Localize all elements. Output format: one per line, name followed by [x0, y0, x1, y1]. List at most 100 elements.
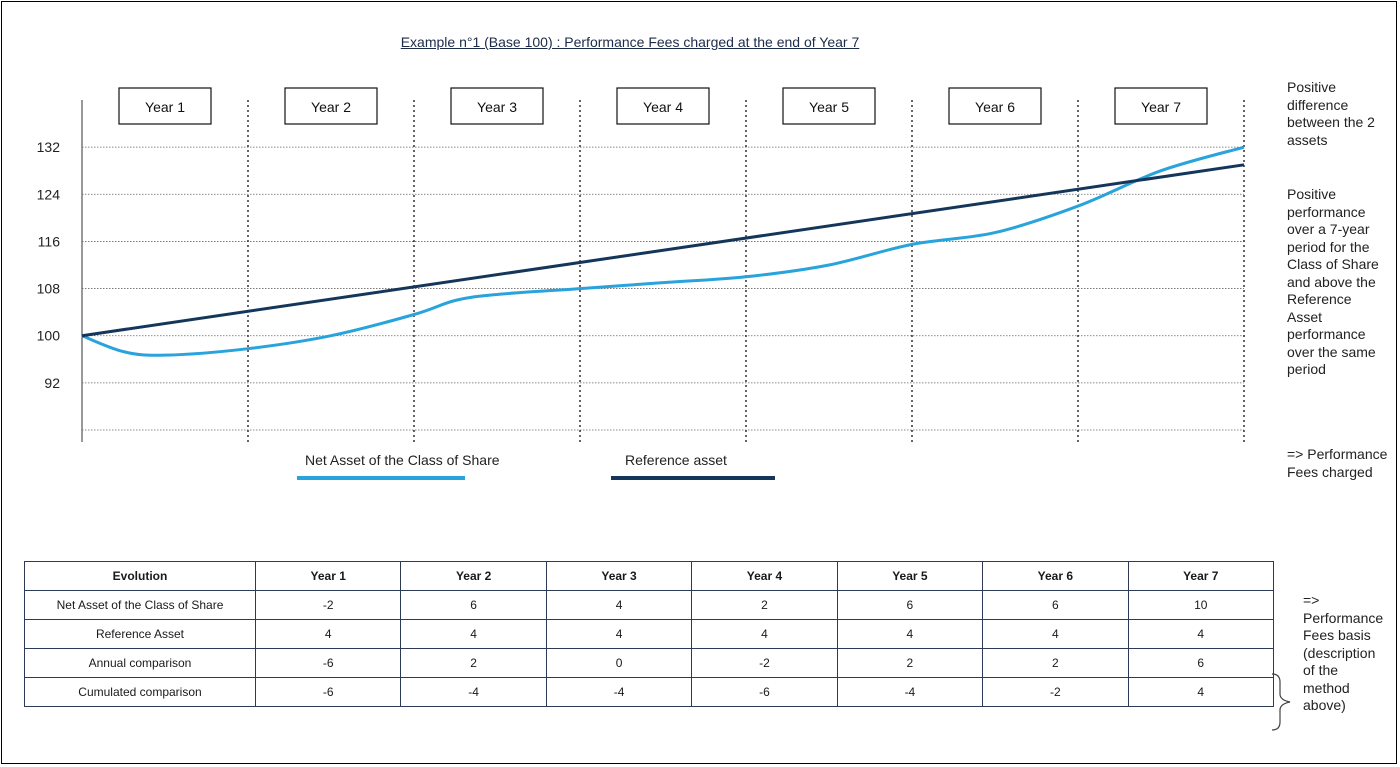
table-cell: 4 — [545, 619, 693, 649]
table-cell: 6 — [836, 590, 984, 620]
note-positive-performance: Positive performance over a 7-year period f… — [1287, 186, 1399, 379]
table-cell: 2 — [691, 590, 838, 620]
year-box-label: Year 6 — [975, 99, 1015, 115]
table-cell: 2 — [400, 648, 547, 678]
year-box: Year 6 — [948, 87, 1042, 125]
note-line: Fees basis — [1303, 627, 1371, 643]
y-tick-label: 92 — [44, 375, 60, 391]
table-cell: -4 — [400, 677, 547, 707]
note-line: over a 7-year — [1287, 221, 1370, 237]
chart-title: Example n°1 (Base 100) : Performance Fee… — [400, 34, 860, 50]
year-box-frame — [948, 87, 1042, 125]
y-tick-label: 132 — [37, 139, 61, 155]
table-row: Cumulated comparison -6 -4 -4 -6 -4 -2 4 — [24, 677, 1275, 707]
year-box-label: Year 7 — [1141, 99, 1181, 115]
year-box-frame — [1114, 87, 1208, 125]
note-line: => — [1303, 592, 1320, 608]
note-fees-basis: => Performance Fees basis (description of th… — [1303, 592, 1399, 715]
note-line: performance — [1287, 203, 1366, 220]
note-line: period — [1287, 361, 1326, 377]
table-cell: -6 — [691, 677, 838, 707]
table-cell: -2 — [691, 648, 838, 678]
table-cell: 4 — [1127, 677, 1275, 707]
table-row-label: Reference Asset — [24, 619, 256, 649]
table-cell: 4 — [982, 619, 1129, 649]
year-box: Year 2 — [284, 87, 378, 125]
table-cell: 6 — [400, 590, 547, 620]
table-cell: 4 — [545, 590, 693, 620]
table-cell: -6 — [254, 648, 402, 678]
note-line: and above the — [1287, 273, 1376, 290]
note-fees-charged: => Performance Fees charged — [1287, 446, 1399, 481]
year-box: Year 1 — [118, 87, 212, 125]
table-header-cell: Year 4 — [691, 561, 838, 591]
table-row: Net Asset of the Class of Share -2 6 4 2 6 6 10 — [24, 590, 1275, 620]
note-line: above) — [1303, 697, 1346, 713]
year-box: Year 3 — [450, 87, 544, 125]
table-cell: -4 — [836, 677, 984, 707]
year-box-frame — [616, 87, 710, 125]
table-header-cell: Year 7 — [1127, 561, 1275, 591]
table-cell: -6 — [254, 677, 402, 707]
year-box-frame — [782, 87, 876, 125]
table-row: Reference Asset 4 4 4 4 4 4 4 — [24, 619, 1275, 649]
table-cell: 6 — [1127, 648, 1275, 678]
year-box: Year 7 — [1114, 87, 1208, 125]
table-row-label: Annual comparison — [24, 648, 256, 678]
year-box: Year 5 — [782, 87, 876, 125]
table-cell: -2 — [254, 590, 402, 620]
table-header-cell: Year 5 — [836, 561, 984, 591]
table-cell: -2 — [982, 677, 1129, 707]
table-cell: 10 — [1127, 590, 1275, 620]
table-cell: 4 — [254, 619, 402, 649]
table-cell: 2 — [982, 648, 1129, 678]
y-tick-label: 116 — [38, 233, 61, 249]
table-header-cell: Year 3 — [545, 561, 693, 591]
table-row: Annual comparison -6 2 0 -2 2 2 6 — [24, 648, 1275, 678]
table-cell: 2 — [836, 648, 984, 678]
note-line: Positive — [1287, 79, 1337, 95]
table-row-label: Cumulated comparison — [24, 677, 256, 707]
table-cell: 4 — [836, 619, 984, 649]
legend-label: Net Asset of the Class of Share — [305, 452, 500, 468]
series-line-net-asset — [81, 145, 1245, 357]
table-row-label: Net Asset of the Class of Share — [24, 590, 256, 620]
note-line: assets — [1287, 131, 1328, 148]
table-header-cell: Year 6 — [982, 561, 1129, 591]
y-tick-label: 108 — [37, 281, 61, 297]
table-cell: -4 — [545, 677, 693, 707]
note-line: of the — [1303, 662, 1339, 678]
note-line: between the 2 — [1287, 114, 1375, 130]
note-line: over the same — [1287, 343, 1376, 360]
note-line: Asset — [1287, 308, 1323, 325]
table-header-cell: Year 2 — [400, 561, 547, 591]
note-line: method — [1303, 679, 1350, 696]
year-box-frame — [284, 87, 378, 125]
table-cell: 4 — [1127, 619, 1275, 649]
year-box-label: Year 4 — [643, 99, 683, 115]
y-tick-label: 100 — [37, 328, 61, 344]
note-line: Fees charged — [1287, 463, 1373, 480]
legend-label: Reference asset — [625, 452, 727, 468]
table-header-cell: Evolution — [24, 561, 256, 591]
y-tick-label: 124 — [37, 186, 61, 202]
year-box: Year 4 — [616, 87, 710, 125]
year-box-frame — [118, 87, 212, 125]
table-cell: 0 — [545, 648, 693, 678]
table-cell: 4 — [400, 619, 547, 649]
note-line: => Performance — [1287, 446, 1388, 462]
note-line: period for the — [1287, 238, 1370, 255]
year-box-label: Year 3 — [477, 99, 517, 115]
note-line: Positive — [1287, 186, 1337, 202]
note-line: difference — [1287, 96, 1349, 113]
note-line: Performance — [1303, 609, 1384, 626]
table-header-cell: Year 1 — [254, 561, 402, 591]
year-box-label: Year 2 — [311, 99, 351, 115]
note-line: performance — [1287, 326, 1366, 342]
table-cell: 6 — [982, 590, 1129, 620]
note-line: (description — [1303, 644, 1376, 661]
year-box-label: Year 1 — [145, 99, 185, 115]
